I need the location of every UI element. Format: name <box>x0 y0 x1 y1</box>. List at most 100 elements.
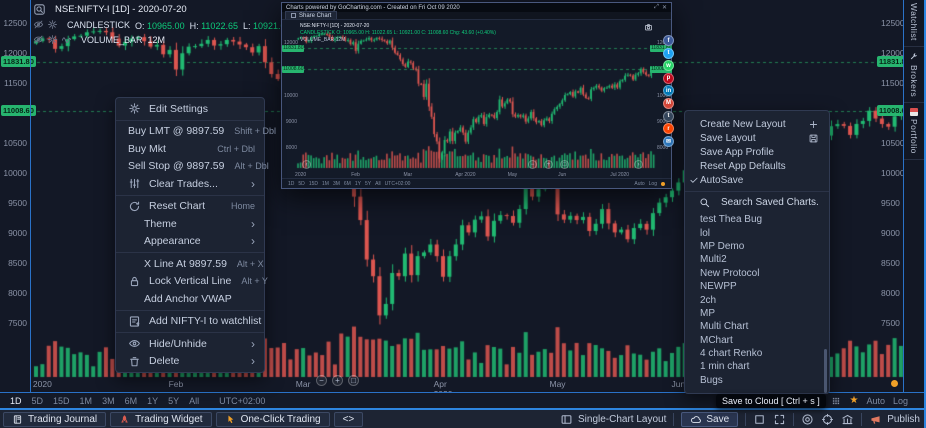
saved-chart-item[interactable]: MChart <box>700 334 733 346</box>
popup-title-bar[interactable]: Charts powered by GoCharting.com - Creat… <box>282 3 671 12</box>
popup-zoom-out-button[interactable]: − <box>528 160 537 169</box>
share-twitter-button[interactable]: t <box>663 47 674 59</box>
share-facebook-button[interactable]: f <box>663 35 674 46</box>
saved-chart-item[interactable]: NEWPP <box>700 281 737 293</box>
menu-item-edit-settings[interactable]: Edit Settings <box>116 100 264 118</box>
saved-chart-item[interactable]: Multi2 <box>700 254 727 266</box>
menu-item-appearance[interactable]: Appearance › <box>116 233 264 251</box>
saved-chart-item[interactable]: New Protocol <box>700 267 760 279</box>
menu-item-lock-vertical-line[interactable]: Lock Vertical Line Alt + Y <box>116 273 268 291</box>
trading-widget-button[interactable]: Trading Widget <box>110 411 212 427</box>
popup-timeframe[interactable]: UTC+02:00 <box>384 180 411 187</box>
code-editor-button[interactable]: <> <box>333 411 364 427</box>
popup-auto-label[interactable]: Auto <box>634 180 645 187</box>
share-email-button[interactable]: ✉ <box>663 135 674 147</box>
log-scale-toggle[interactable]: Log <box>892 395 908 406</box>
timeframe-3m[interactable]: 3M <box>102 395 115 406</box>
menu-item-theme[interactable]: Theme › <box>116 215 264 233</box>
saved-chart-item[interactable]: MP <box>700 307 715 319</box>
trading-journal-button[interactable]: Trading Journal <box>3 411 107 427</box>
share-tumblr-button[interactable]: t <box>663 110 674 122</box>
menu-item-x-line-at-9897-59[interactable]: X Line At 9897.59 Alt + X <box>116 255 264 273</box>
share-whatsapp-button[interactable]: w <box>663 60 674 72</box>
saved-charts-scrollbar[interactable] <box>824 349 827 393</box>
hide-volume-icon[interactable] <box>33 34 44 45</box>
menu-item-delete[interactable]: Delete › <box>116 353 264 371</box>
menu-item-reset-chart[interactable]: Reset Chart Home <box>116 198 264 216</box>
popup-mini-chart[interactable] <box>282 20 671 175</box>
menu-item-add-anchor-vwap[interactable]: Add Anchor VWAP <box>116 290 264 308</box>
popup-timeframe[interactable]: 1D <box>288 180 295 187</box>
timeframe-5d[interactable]: 5D <box>31 395 44 406</box>
one-click-trading-button[interactable]: One-Click Trading <box>215 411 330 427</box>
search-saved-charts[interactable]: Search Saved Charts. <box>685 191 829 213</box>
menu-item-save-layout[interactable]: Save Layout <box>685 131 829 145</box>
menu-item-create-new-layout[interactable]: Create New Layout <box>685 117 829 131</box>
popup-scroll-right-button[interactable]: › <box>634 160 643 169</box>
saved-chart-item[interactable]: Bugs <box>700 374 723 386</box>
menu-item-buy-mkt[interactable]: Buy Mkt Ctrl + Dbl <box>116 140 264 158</box>
target-button[interactable] <box>821 413 834 426</box>
saved-chart-item[interactable]: 1 min chart <box>700 361 750 373</box>
saved-chart-item[interactable]: 2ch <box>700 294 717 306</box>
share-linkedin-button[interactable]: in <box>663 85 674 97</box>
saved-chart-item[interactable]: 4 chart Renko <box>700 348 763 360</box>
share-gmail-button[interactable]: M <box>663 97 674 109</box>
saved-chart-item[interactable]: Multi Chart <box>700 321 749 333</box>
share-reddit-button[interactable]: r <box>663 123 674 135</box>
symbol-search-icon[interactable] <box>33 3 46 16</box>
share-chart-popup[interactable]: Charts powered by GoCharting.com - Creat… <box>281 2 674 189</box>
select-region-button[interactable] <box>753 413 766 426</box>
popup-chart-body[interactable]: NSE:NIFTY-I [1D] - 2020-07-20 CANDLESTIC… <box>282 20 673 188</box>
sidebar-tab-brokers[interactable]: Brokers <box>904 47 924 103</box>
volume-settings-icon[interactable] <box>47 34 58 45</box>
popup-reset-view-button[interactable]: □ <box>560 160 569 169</box>
timeframe-6m[interactable]: 6M <box>124 395 138 406</box>
sidebar-tab-watchlist[interactable]: Watchlist <box>904 0 924 47</box>
popup-timeframe[interactable]: 5Y <box>364 180 372 187</box>
saved-chart-item[interactable]: test Thea Bug <box>700 214 763 226</box>
broker-button[interactable] <box>841 413 854 426</box>
popup-timeframe[interactable]: 5D <box>298 180 305 187</box>
menu-item-clear-trades-[interactable]: Clear Trades... › <box>116 175 264 193</box>
popup-close-icon[interactable]: ✕ <box>661 5 667 11</box>
menu-item-sell-stop-9897-59[interactable]: Sell Stop @ 9897.59 Alt + Dbl <box>116 158 269 176</box>
snapshot-button[interactable] <box>801 413 814 426</box>
menu-item-hide-unhide[interactable]: Hide/Unhide › <box>116 335 264 353</box>
save-button[interactable]: Save <box>681 411 739 427</box>
auto-scale-toggle[interactable]: Auto <box>866 395 885 406</box>
reset-view-button[interactable]: □ <box>348 375 359 386</box>
timeframe-1m[interactable]: 1M <box>79 395 93 406</box>
popup-timeframe[interactable]: 15D <box>308 180 318 187</box>
popup-scroll-left-button[interactable]: ‹ <box>302 160 311 169</box>
saved-chart-item[interactable]: lol <box>700 227 711 239</box>
timeframe-all[interactable]: All <box>189 395 200 406</box>
hide-study-icon[interactable] <box>33 19 44 30</box>
popup-timeframe[interactable]: All <box>375 180 381 187</box>
sidebar-tab-portfolio[interactable]: Portfolio <box>904 103 924 160</box>
single-chart-layout-button[interactable]: Single-Chart Layout <box>560 413 666 426</box>
popup-log-label[interactable]: Log <box>648 180 657 187</box>
timeframe-15d[interactable]: 15D <box>53 395 70 406</box>
popup-timeframe[interactable]: 3M <box>332 180 340 187</box>
popup-timeframe[interactable]: 1Y <box>354 180 361 187</box>
grid-icon[interactable] <box>831 396 841 406</box>
menu-item-buy-lmt-9897-59[interactable]: Buy LMT @ 9897.59 Shift + Dbl <box>116 123 276 141</box>
menu-item-add-nifty-i-to-watchlist[interactable]: Add NIFTY-I to watchlist <box>116 313 264 331</box>
popup-zoom-in-button[interactable]: + <box>544 160 553 169</box>
snapshot-camera-icon[interactable] <box>644 23 653 32</box>
tab-share-chart[interactable]: Share Chart <box>285 11 338 19</box>
timeframe-1d[interactable]: 1D <box>10 395 22 406</box>
fullscreen-button[interactable] <box>773 413 786 426</box>
timeframe-5y[interactable]: 5Y <box>168 395 180 406</box>
zoom-in-button[interactable]: + <box>332 375 343 386</box>
popup-expand-icon[interactable]: ⤢ <box>654 4 659 10</box>
timeframe-1y[interactable]: 1Y <box>147 395 159 406</box>
menu-item-autosave[interactable]: AutoSave <box>685 173 829 187</box>
menu-item-reset-app-defaults[interactable]: Reset App Defaults <box>685 159 829 173</box>
study-settings-icon[interactable] <box>47 19 58 30</box>
share-pinterest-button[interactable]: p <box>663 72 674 84</box>
timezone-label[interactable]: UTC+02:00 <box>219 395 266 406</box>
popup-timeframe[interactable]: 6M <box>343 180 351 187</box>
favorite-star-icon[interactable]: ★ <box>849 394 859 406</box>
